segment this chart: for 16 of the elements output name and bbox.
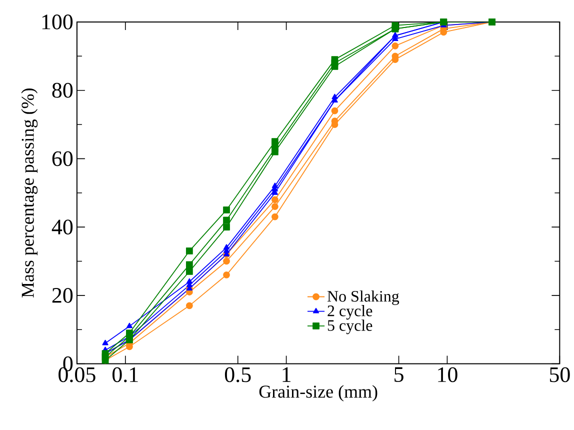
legend-label: 5 cycle bbox=[328, 320, 372, 334]
x-tick-label: 50 bbox=[550, 367, 570, 382]
y-tick-label: 80 bbox=[52, 83, 73, 98]
y-tick-label: 20 bbox=[52, 288, 73, 303]
x-tick-label: 10 bbox=[438, 367, 458, 382]
x-axis-title: Grain-size (mm) bbox=[259, 385, 378, 402]
legend-label: No Slaking bbox=[327, 290, 400, 306]
x-tick-label: 1 bbox=[282, 367, 290, 382]
x-tick-label: 5 bbox=[394, 367, 404, 382]
y-tick-label: 60 bbox=[52, 151, 73, 166]
y-tick-label: 100 bbox=[42, 14, 73, 30]
y-axis-title: Mass percentage passing (%) bbox=[21, 88, 38, 298]
y-tick-label: 40 bbox=[52, 220, 73, 235]
legend-label: 2 cycle bbox=[328, 305, 372, 320]
x-tick-label: 0.1 bbox=[112, 367, 138, 382]
x-tick-label: 0.5 bbox=[224, 367, 251, 382]
